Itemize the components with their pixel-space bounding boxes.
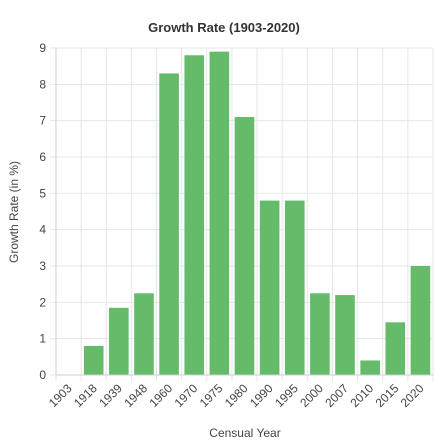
x-tick-label: 1975 [197,381,226,410]
bar-1939 [109,307,129,375]
x-tick-label: 2015 [373,381,402,410]
y-tick-labels: 0 1 2 3 4 5 6 7 8 9 [39,41,46,382]
y-tick-label: 8 [39,77,46,91]
bar-1995 [284,200,305,375]
x-tick-labels: 1903191819391948196019701975198019901995… [46,381,427,410]
bars [83,51,431,376]
x-axis-label: Censual Year [209,426,280,440]
y-axis-label: Growth Rate (in %) [7,161,21,263]
bar-1970 [184,55,205,376]
y-tick-label: 4 [39,223,46,237]
bar-1960 [159,73,179,375]
axes [55,48,433,376]
x-tick-label: 2010 [348,381,377,410]
x-tick-label: 1960 [146,381,175,410]
x-tick-label: 1918 [71,381,100,410]
gridlines [50,47,434,381]
bar-1990 [259,200,280,375]
bar-2007 [335,295,355,375]
x-tick-label: 2020 [398,381,427,410]
y-tick-label: 7 [39,114,46,128]
y-tick-label: 9 [39,41,46,55]
x-tick-label: 1903 [46,381,75,410]
x-tick-label: 2007 [322,381,351,410]
x-tick-label: 1970 [172,381,201,410]
x-tick-label: 2000 [297,381,326,410]
x-tick-label: 1939 [96,381,125,410]
y-tick-label: 6 [39,150,46,164]
y-tick-label: 1 [39,332,46,346]
bar-2000 [310,293,330,375]
y-tick-label: 5 [39,186,46,200]
bar-2010 [360,360,380,375]
bar-1980 [234,117,255,376]
x-tick-label: 1995 [272,381,301,410]
bar-2020 [410,266,431,375]
y-tick-label: 0 [39,368,46,382]
y-tick-label: 3 [39,259,46,273]
x-tick-label: 1980 [222,381,251,410]
bar-2015 [385,322,406,375]
bar-1918 [83,345,104,375]
bar-1975 [209,51,230,376]
chart-title: Growth Rate (1903-2020) [148,20,300,35]
bar-1948 [134,293,154,375]
y-tick-label: 2 [39,295,46,309]
x-tick-label: 1990 [247,381,276,410]
x-tick-label: 1948 [121,381,150,410]
